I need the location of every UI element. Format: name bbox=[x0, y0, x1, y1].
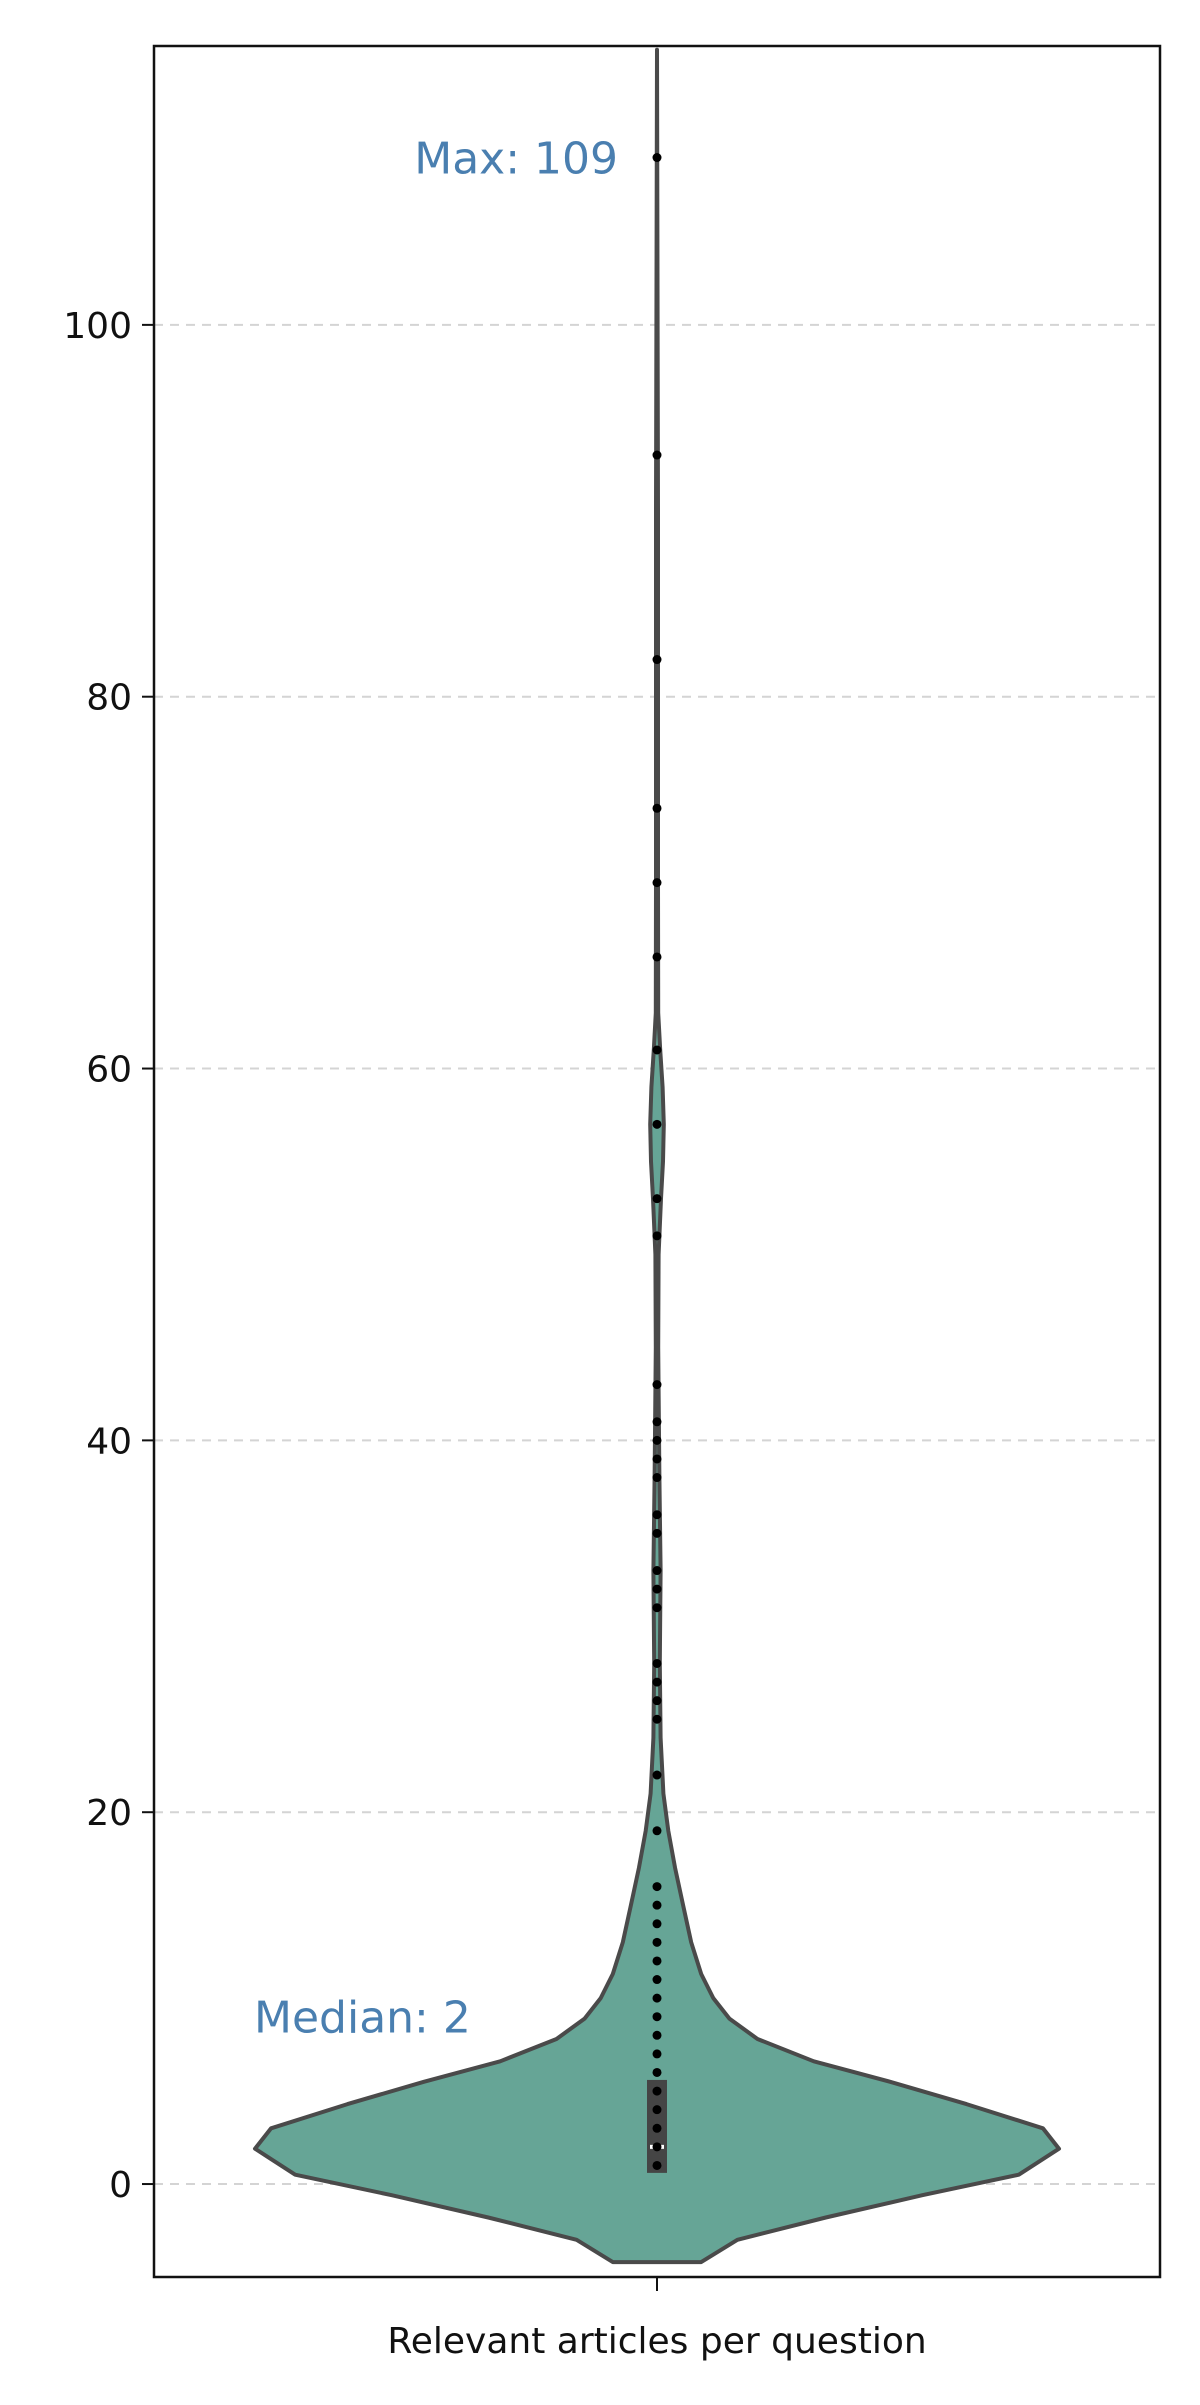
data-point bbox=[652, 1435, 662, 1445]
data-point bbox=[652, 1417, 662, 1427]
y-tick-label: 0 bbox=[109, 2165, 132, 2206]
y-tick-label: 60 bbox=[86, 1050, 132, 1091]
data-point bbox=[652, 1566, 662, 1576]
data-point bbox=[652, 1677, 662, 1687]
data-point bbox=[652, 1919, 662, 1929]
data-point bbox=[652, 1975, 662, 1985]
data-point bbox=[652, 952, 662, 962]
data-point bbox=[652, 1937, 662, 1947]
data-point bbox=[652, 1380, 662, 1390]
violin-layer bbox=[253, 47, 1061, 2265]
annotation-median: Median: 2 bbox=[254, 1993, 471, 2044]
annotation-max: Max: 109 bbox=[414, 134, 618, 185]
data-point bbox=[652, 1658, 662, 1668]
points-layer bbox=[652, 153, 662, 2170]
data-point bbox=[652, 2012, 662, 2022]
y-tick-label: 80 bbox=[86, 678, 132, 719]
data-point bbox=[652, 878, 662, 888]
data-point bbox=[652, 1231, 662, 1241]
annotation-layer: Max: 109 Median: 2 bbox=[254, 134, 618, 2044]
axes-layer: 0 20 40 60 80 100 bbox=[63, 44, 1162, 2291]
data-point bbox=[652, 2105, 662, 2115]
data-point bbox=[652, 2049, 662, 2059]
data-point bbox=[652, 1119, 662, 1129]
data-point bbox=[652, 2142, 662, 2152]
data-point bbox=[652, 1454, 662, 1464]
data-point bbox=[652, 2030, 662, 2040]
data-point bbox=[652, 1956, 662, 1966]
data-point bbox=[652, 1603, 662, 1613]
data-point bbox=[652, 1473, 662, 1483]
data-point bbox=[652, 1993, 662, 2003]
data-point bbox=[652, 1826, 662, 1836]
y-tick-label: 40 bbox=[86, 1421, 132, 1462]
data-point bbox=[652, 655, 662, 665]
y-tick-label: 100 bbox=[63, 306, 132, 347]
data-point bbox=[652, 1584, 662, 1594]
data-point bbox=[652, 1770, 662, 1780]
data-point bbox=[652, 2123, 662, 2133]
data-point bbox=[652, 1510, 662, 1520]
data-point bbox=[652, 1696, 662, 1706]
data-point bbox=[652, 1194, 662, 1204]
y-tick-label: 20 bbox=[86, 1793, 132, 1834]
data-point bbox=[652, 1882, 662, 1892]
data-point bbox=[652, 2160, 662, 2170]
data-point bbox=[652, 803, 662, 813]
data-point bbox=[652, 1528, 662, 1538]
data-point bbox=[652, 2067, 662, 2077]
data-point bbox=[652, 1045, 662, 1055]
data-point bbox=[652, 1900, 662, 1910]
violin-body bbox=[253, 47, 1061, 2265]
data-point bbox=[652, 153, 662, 163]
data-point bbox=[652, 1714, 662, 1724]
data-point bbox=[652, 2086, 662, 2096]
x-axis-label: Relevant articles per question bbox=[387, 2321, 926, 2362]
data-point bbox=[652, 450, 662, 460]
